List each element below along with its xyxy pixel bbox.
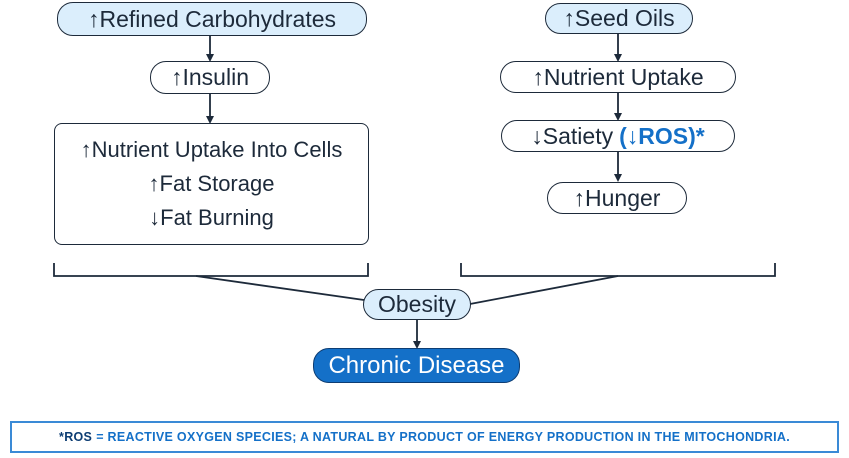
- node-obesity-label: Obesity: [378, 291, 456, 317]
- bracket-left: [53, 263, 369, 277]
- node-refined-carbohydrates: ↑Refined Carbohydrates: [57, 2, 367, 36]
- node-insulin: ↑Insulin: [150, 61, 270, 94]
- node-seed-oils: ↑Seed Oils: [545, 3, 693, 34]
- footnote-box: *ROS = REACTIVE OXYGEN SPECIES; A NATURA…: [10, 421, 839, 453]
- node-hunger-label: ↑Hunger: [573, 184, 661, 211]
- node-chronic-disease-label: Chronic Disease: [328, 351, 505, 379]
- node-satiety: ↓Satiety (↓ROS)*: [501, 120, 735, 152]
- footnote-text: = REACTIVE OXYGEN SPECIES; A NATURAL BY …: [96, 430, 790, 444]
- line-right-to-obesity: [469, 275, 619, 305]
- effect-nutrient-uptake-cells: ↑Nutrient Uptake Into Cells: [80, 137, 343, 162]
- node-nutrient-uptake-label: ↑Nutrient Uptake: [532, 63, 704, 90]
- ros-note: (↓ROS)*: [619, 122, 705, 149]
- node-hunger: ↑Hunger: [547, 182, 687, 214]
- node-refined-carbohydrates-label: ↑Refined Carbohydrates: [87, 5, 337, 32]
- node-insulin-label: ↑Insulin: [171, 64, 249, 90]
- box-insulin-effects: ↑Nutrient Uptake Into Cells ↑Fat Storage…: [54, 123, 369, 245]
- node-chronic-disease: Chronic Disease: [313, 348, 520, 383]
- effect-fat-burning: ↓Fat Burning: [149, 205, 274, 230]
- node-obesity: Obesity: [363, 289, 471, 320]
- footnote-key: *ROS: [59, 430, 93, 444]
- node-satiety-label: ↓Satiety: [531, 122, 614, 149]
- bracket-right: [460, 263, 776, 277]
- node-nutrient-uptake: ↑Nutrient Uptake: [500, 61, 736, 93]
- effect-fat-storage: ↑Fat Storage: [148, 171, 275, 196]
- node-seed-oils-label: ↑Seed Oils: [563, 5, 675, 31]
- line-left-to-obesity: [195, 275, 365, 301]
